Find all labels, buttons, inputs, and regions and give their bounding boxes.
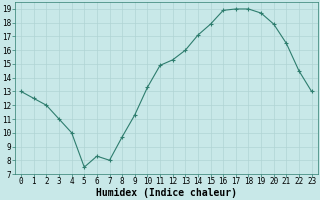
X-axis label: Humidex (Indice chaleur): Humidex (Indice chaleur) bbox=[96, 188, 237, 198]
